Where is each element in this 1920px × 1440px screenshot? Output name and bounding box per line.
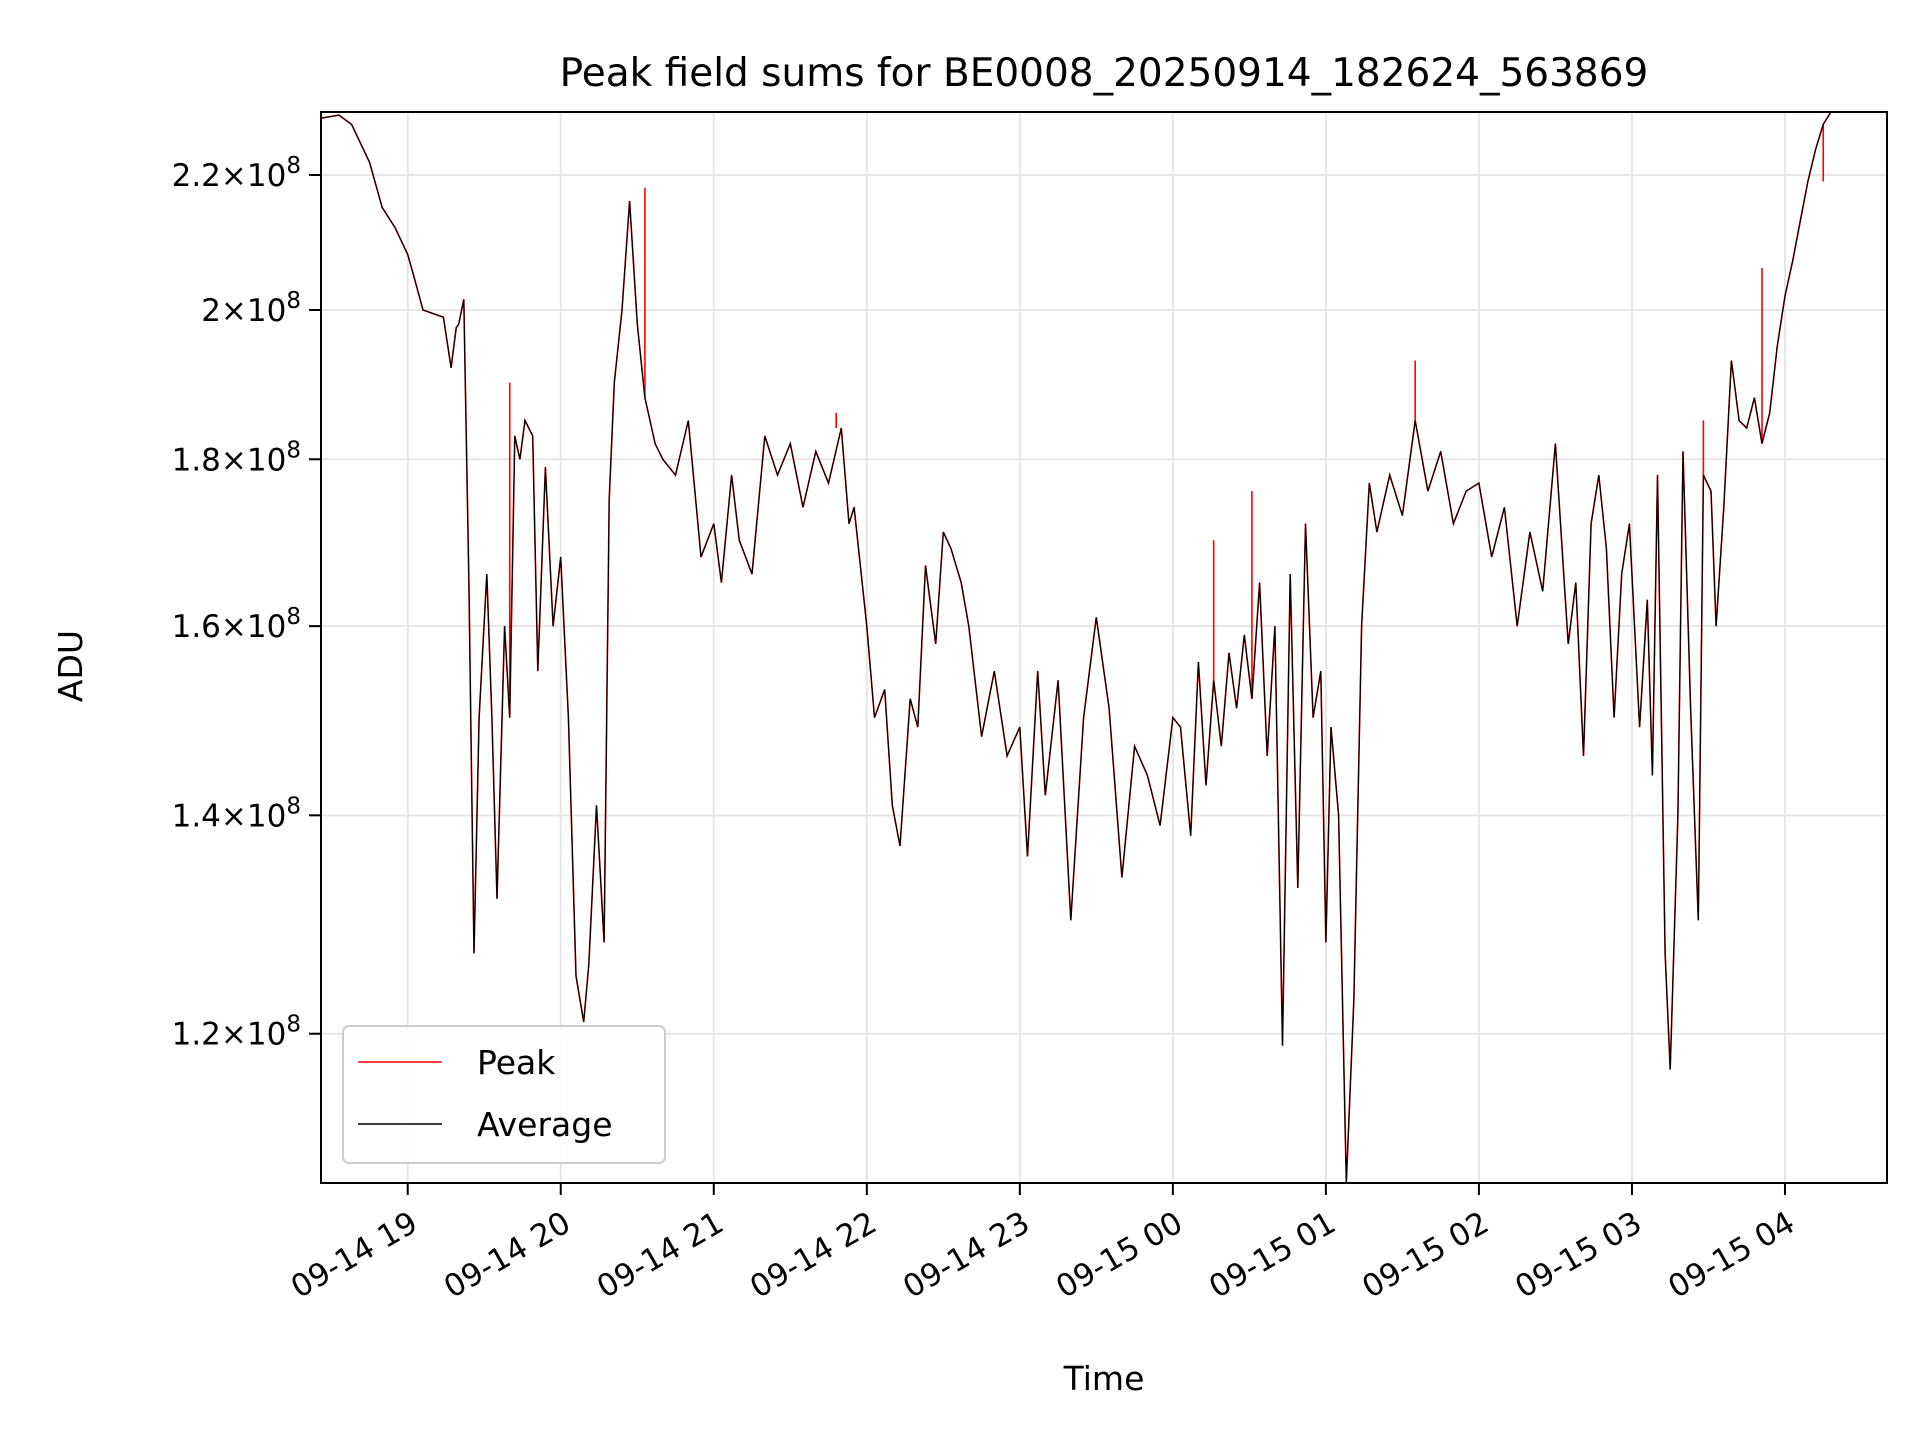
plot-area <box>321 112 1832 1183</box>
y-tick-label-part: × <box>221 442 247 478</box>
y-tick-label-part: × <box>221 1017 247 1053</box>
y-tick-label: 1.2×108 <box>172 1012 301 1053</box>
grid-lines <box>321 112 1887 1183</box>
series-line-average <box>321 112 1832 1183</box>
x-axis-label: Time <box>1063 1359 1145 1398</box>
y-tick-label-part: 1.8 <box>172 442 221 478</box>
legend: Peak Average <box>342 1025 666 1164</box>
y-tick-label-part: 8 <box>286 288 301 314</box>
legend-label-peak: Peak <box>477 1043 556 1082</box>
y-tick-label-part: 2 <box>201 293 221 329</box>
y-tick-label: 1.8×108 <box>172 437 301 478</box>
y-tick-label-part: 2.2 <box>172 158 221 194</box>
chart-title: Peak field sums for BE0008_20250914_1826… <box>560 51 1649 96</box>
y-tick-label-part: × <box>221 293 247 329</box>
y-tick-label-part: 1.4 <box>172 798 221 834</box>
y-tick-label-part: 8 <box>286 153 301 179</box>
y-tick-label-part: 8 <box>286 1012 301 1038</box>
legend-label-average: Average <box>477 1105 613 1144</box>
y-tick-label-part: 10 <box>247 609 286 645</box>
y-tick-label-part: 8 <box>286 793 301 819</box>
y-tick-label: 2×108 <box>201 288 301 329</box>
y-tick-label-part: 8 <box>286 604 301 630</box>
y-tick-label-part: 1.2 <box>172 1017 221 1053</box>
y-tick-label-part: 8 <box>286 437 301 463</box>
y-tick-label-part: × <box>221 158 247 194</box>
y-tick-label: 1.6×108 <box>172 604 301 645</box>
y-tick-label-part: 10 <box>247 293 286 329</box>
y-axis-label: ADU <box>51 630 90 702</box>
y-tick-label-part: 10 <box>247 1017 286 1053</box>
axes-frame <box>320 111 1888 1184</box>
y-tick-label-part: 10 <box>247 442 286 478</box>
y-tick-label-part: × <box>221 609 247 645</box>
y-tick-label: 1.4×108 <box>172 793 301 834</box>
y-tick-label-part: × <box>221 798 247 834</box>
y-tick-label: 2.2×108 <box>172 153 301 194</box>
y-tick-label-part: 10 <box>247 158 286 194</box>
y-tick-label-part: 1.6 <box>172 609 221 645</box>
y-tick-label-part: 10 <box>247 798 286 834</box>
legend-box <box>342 1025 666 1164</box>
